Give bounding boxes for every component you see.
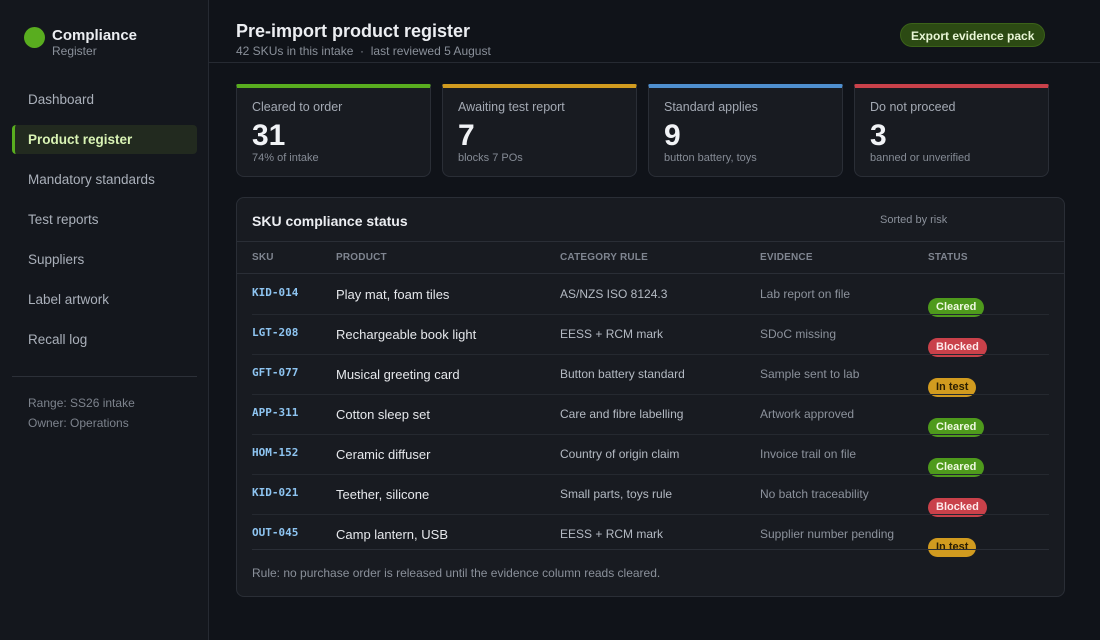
page-title: Pre-import product register: [236, 21, 471, 41]
product-name: Musical greeting card: [336, 367, 460, 382]
kpi-value: 9: [664, 119, 681, 152]
sidebar-divider: [12, 376, 197, 377]
sidebar-item-product-register[interactable]: Product register: [12, 125, 197, 154]
column-header-product[interactable]: PRODUCT: [336, 252, 387, 263]
page-subtitle: 42 SKUs in this intake · last reviewed 5…: [236, 44, 491, 58]
kpi-value: 3: [870, 119, 887, 152]
sku-code[interactable]: APP-311: [252, 406, 299, 419]
category-rule: EESS + RCM mark: [560, 527, 664, 541]
sku-code[interactable]: HOM-152: [252, 446, 299, 459]
sku-status-card: SKU compliance status Sorted by risk SKU…: [236, 197, 1065, 597]
kpi-note: blocks 7 POs: [458, 152, 523, 164]
card-title: SKU compliance status: [252, 213, 408, 229]
category-rule: EESS + RCM mark: [560, 327, 664, 341]
table-row[interactable]: KID-014 Play mat, foam tiles AS/NZS ISO …: [237, 275, 1064, 317]
product-name: Play mat, foam tiles: [336, 287, 450, 302]
kpi-card-standard: Standard applies 9 button battery, toys: [648, 84, 843, 177]
product-name: Cotton sleep set: [336, 407, 430, 422]
category-rule: Care and fibre labelling: [560, 407, 684, 421]
kpi-label: Awaiting test report: [458, 100, 565, 114]
brand: Compliance Register: [24, 26, 137, 57]
sku-code[interactable]: GFT-077: [252, 366, 299, 379]
sidebar: Compliance Register Dashboard Product re…: [0, 0, 209, 640]
evidence: Invoice trail on file: [760, 447, 857, 461]
table-row[interactable]: APP-311 Cotton sleep set Care and fibre …: [237, 395, 1064, 437]
product-name: Camp lantern, USB: [336, 527, 448, 542]
owner-label: Owner: Operations: [28, 416, 129, 430]
evidence: Supplier number pending: [760, 527, 895, 541]
table-row[interactable]: OUT-045 Camp lantern, USB EESS + RCM mar…: [237, 515, 1064, 557]
category-rule: Small parts, toys rule: [560, 487, 673, 501]
status-badge: Blocked: [928, 498, 987, 517]
brand-subtitle: Register: [52, 44, 97, 58]
status-badge: Cleared: [928, 418, 985, 437]
kpi-card-do-not-proceed: Do not proceed 3 banned or unverified: [854, 84, 1049, 177]
column-header-evidence[interactable]: EVIDENCE: [760, 252, 813, 263]
kpi-label: Standard applies: [664, 100, 758, 114]
evidence: SDoC missing: [760, 327, 837, 341]
sidebar-item-recall-log[interactable]: Recall log: [28, 332, 88, 347]
page-header: Pre-import product register 42 SKUs in t…: [209, 0, 1100, 63]
column-header-category-rule[interactable]: CATEGORY RULE: [560, 252, 648, 263]
kpi-note: banned or unverified: [870, 152, 971, 164]
sidebar-item-dashboard[interactable]: Dashboard: [28, 92, 95, 107]
category-rule: AS/NZS ISO 8124.3: [560, 287, 668, 301]
status-badge: In test: [928, 378, 977, 397]
sidebar-item-mandatory-standards[interactable]: Mandatory standards: [28, 172, 155, 187]
kpi-card-awaiting: Awaiting test report 7 blocks 7 POs: [442, 84, 637, 177]
kpi-note: button battery, toys: [664, 152, 757, 164]
column-header-sku[interactable]: SKU: [252, 252, 274, 263]
range-label: Range: SS26 intake: [28, 396, 135, 410]
evidence: Sample sent to lab: [760, 367, 860, 381]
kpi-value: 31: [252, 119, 286, 152]
kpi-note: 74% of intake: [252, 152, 319, 164]
kpi-value: 7: [458, 119, 475, 152]
table-row[interactable]: LGT-208 Rechargeable book light EESS + R…: [237, 315, 1064, 357]
category-rule: Button battery standard: [560, 367, 685, 381]
category-rule: Country of origin claim: [560, 447, 680, 461]
evidence: Lab report on file: [760, 287, 851, 301]
table-row[interactable]: GFT-077 Musical greeting card Button bat…: [237, 355, 1064, 397]
sku-code[interactable]: KID-014: [252, 286, 299, 299]
kpi-card-cleared: Cleared to order 31 74% of intake: [236, 84, 431, 177]
divider: [252, 549, 1049, 550]
evidence: No batch traceability: [760, 487, 869, 501]
divider: [237, 273, 1064, 274]
sidebar-item-label-artwork[interactable]: Label artwork: [28, 292, 110, 307]
column-header-status[interactable]: STATUS: [928, 252, 968, 263]
sidebar-nav: Dashboard Product register Mandatory sta…: [12, 85, 197, 365]
kpi-label: Cleared to order: [252, 100, 343, 114]
status-badge: Cleared: [928, 458, 985, 477]
brand-name: Compliance: [52, 27, 138, 44]
table-row[interactable]: HOM-152 Ceramic diffuser Country of orig…: [237, 435, 1064, 477]
sidebar-item-suppliers[interactable]: Suppliers: [28, 252, 85, 267]
product-name: Ceramic diffuser: [336, 447, 431, 462]
sku-code[interactable]: KID-021: [252, 486, 299, 499]
product-name: Teether, silicone: [336, 487, 430, 502]
rule-note: Rule: no purchase order is released unti…: [252, 566, 661, 580]
sidebar-item-test-reports[interactable]: Test reports: [28, 212, 99, 227]
export-evidence-button[interactable]: Export evidence pack: [900, 23, 1046, 47]
status-badge: In test: [928, 538, 977, 557]
table-row[interactable]: KID-021 Teether, silicone Small parts, t…: [237, 475, 1064, 517]
product-name: Rechargeable book light: [336, 327, 477, 342]
sku-code[interactable]: OUT-045: [252, 526, 299, 539]
status-badge: Cleared: [928, 298, 985, 317]
sku-code[interactable]: LGT-208: [252, 326, 299, 339]
status-badge: Blocked: [928, 338, 987, 357]
kpi-label: Do not proceed: [870, 100, 956, 114]
sidebar-meta: Range: SS26 intake Owner: Operations: [28, 393, 135, 433]
divider: [237, 241, 1064, 242]
brand-logo-icon: [24, 27, 45, 48]
sort-indicator[interactable]: Sorted by risk: [880, 214, 948, 226]
evidence: Artwork approved: [760, 407, 855, 421]
